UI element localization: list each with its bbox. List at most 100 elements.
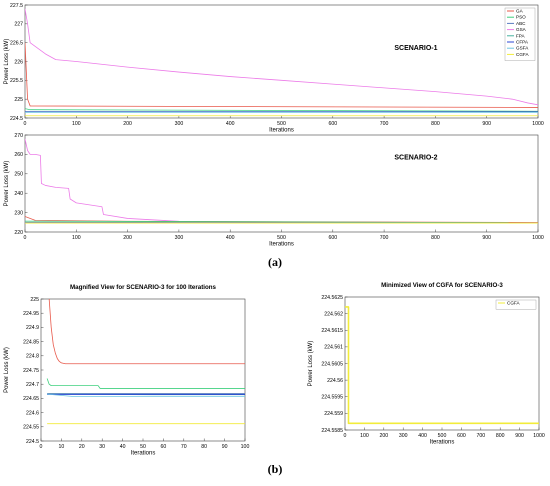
s3-ytick-label: 224.65 xyxy=(23,396,39,402)
s4-xtick-label: 800 xyxy=(496,433,505,439)
s1-legend-entry-pso: PSO xyxy=(516,15,526,20)
s1-ytick-label: 227.5 xyxy=(10,3,23,9)
s1-ytick-label: 226.5 xyxy=(10,40,23,46)
s4-series-cgfa-line xyxy=(345,306,539,425)
s1-legend-entry-abc: ABC xyxy=(516,21,526,26)
s1-xtick-label: 800 xyxy=(431,121,440,127)
s3-ytick-label: 225 xyxy=(30,297,39,303)
s1-series-ga-line xyxy=(25,42,538,108)
s4-ytick-label: 224.56 xyxy=(327,378,343,384)
s2-xtick-label: 400 xyxy=(226,235,235,241)
s4-ytick-label: 224.561 xyxy=(324,345,343,351)
s3-xtick-label: 10 xyxy=(59,444,65,450)
s2-xtick-label: 300 xyxy=(175,235,184,241)
s3-ytick-label: 224.8 xyxy=(26,354,39,360)
s1-ytick-label: 226 xyxy=(14,59,23,65)
s4-xtick-label: 300 xyxy=(399,433,408,439)
s3-xtick-label: 80 xyxy=(201,444,207,450)
s2-xtick-label: 0 xyxy=(24,235,27,241)
s4-xtick-label: 700 xyxy=(476,433,485,439)
s1-legend-entry-gsfa: GSFA xyxy=(516,46,529,51)
s3-ytick-label: 224.5 xyxy=(26,439,39,445)
s1-series-pso-line xyxy=(25,108,538,112)
s3-ytick-label: 224.7 xyxy=(26,382,39,388)
s3-series-gsfa-line xyxy=(47,393,245,397)
s1-xtick-label: 300 xyxy=(175,121,184,127)
s1-xtick-label: 500 xyxy=(277,121,286,127)
s3-series-group xyxy=(46,299,245,425)
s2-y-axis-label: Power Loss (kW) xyxy=(4,161,10,207)
s4-xtick-label: 200 xyxy=(379,433,388,439)
s3-chart-title: Magnified View for SCENARIO-3 for 100 It… xyxy=(70,284,217,291)
s3-xtick-label: 90 xyxy=(222,444,228,450)
s1-xtick-label: 900 xyxy=(482,121,491,127)
s1-xtick-label: 100 xyxy=(72,121,81,127)
s4-xtick-label: 0 xyxy=(344,433,347,439)
s3-xtick-label: 70 xyxy=(181,444,187,450)
s2-plot-area xyxy=(24,134,539,233)
s2-ytick-label: 220 xyxy=(14,230,23,236)
s3-ytick-label: 224.9 xyxy=(26,325,39,331)
s1-legend-entry-gsa: GSA xyxy=(516,27,527,32)
s3-ytick-label: 224.85 xyxy=(23,339,39,345)
s1-xtick-label: 600 xyxy=(328,121,337,127)
s3-ytick-label: 224.6 xyxy=(26,410,39,416)
s4-xtick-label: 500 xyxy=(438,433,447,439)
s4-ytick-label: 224.5585 xyxy=(321,428,343,434)
s3-xtick-label: 0 xyxy=(40,444,43,450)
s2-ytick-label: 240 xyxy=(14,191,23,197)
s3-xtick-label: 60 xyxy=(161,444,167,450)
s4-y-axis-label: Power Loss (kW) xyxy=(308,341,314,387)
s3-y-axis-label: Power Loss (kW) xyxy=(4,347,10,393)
s2-xtick-label: 900 xyxy=(482,235,491,241)
s3-series-ga-line xyxy=(48,299,245,365)
s4-xtick-label: 1000 xyxy=(533,433,545,439)
s4-ytick-label: 224.5595 xyxy=(321,395,343,401)
s2-xtick-label: 200 xyxy=(123,235,132,241)
s4-ytick-label: 224.5625 xyxy=(321,295,343,301)
s2-chart-title: SCENARIO-2 xyxy=(394,154,437,161)
s3-plot-area xyxy=(40,298,246,442)
s3-xtick-label: 40 xyxy=(120,444,126,450)
caption-a: (a) xyxy=(268,255,282,269)
s3-ytick-label: 224.55 xyxy=(23,425,39,431)
caption-b: (b) xyxy=(267,462,283,476)
s2-ytick-label: 260 xyxy=(14,152,23,158)
s1-legend-entry-ga: GA xyxy=(516,9,524,14)
s2-xtick-label: 100 xyxy=(72,235,81,241)
s4-xtick-label: 900 xyxy=(515,433,524,439)
s2-x-axis-label: Iterations xyxy=(269,242,294,248)
s2-xtick-label: 600 xyxy=(328,235,337,241)
s1-plot-area xyxy=(24,4,539,119)
s4-xtick-label: 100 xyxy=(360,433,369,439)
s4-legend-box xyxy=(495,299,537,310)
s3-xtick-label: 30 xyxy=(99,444,105,450)
s2-ytick-label: 230 xyxy=(14,210,23,216)
s4-ytick-label: 224.5605 xyxy=(321,361,343,367)
s4-xtick-label: 400 xyxy=(418,433,427,439)
s3-series-pso-line xyxy=(46,378,245,389)
s1-y-axis-label: Power Loss (kW) xyxy=(4,39,10,85)
s1-x-axis-label: Iterations xyxy=(269,128,294,134)
s1-legend-entry-fpa: FPA xyxy=(516,33,526,38)
s2-ytick-label: 270 xyxy=(14,133,23,139)
s3-xtick-label: 100 xyxy=(241,444,250,450)
s1-legend-entry-cfpa: CFPA xyxy=(516,40,529,45)
s3-ytick-label: 224.75 xyxy=(23,368,39,374)
s1-legend-entry-cgfa: CGFA xyxy=(516,52,529,57)
s4-ytick-label: 224.559 xyxy=(324,411,343,417)
s4-xtick-label: 600 xyxy=(457,433,466,439)
s2-series-gsa-line xyxy=(25,138,538,224)
s1-xtick-label: 0 xyxy=(24,121,27,127)
s1-series-gsa-line xyxy=(25,8,538,106)
s4-plot-area xyxy=(344,296,540,431)
s4-ytick-label: 224.562 xyxy=(324,311,343,317)
s1-xtick-label: 700 xyxy=(380,121,389,127)
s4-legend-entry-cgfa: CGFA xyxy=(507,301,520,306)
s1-ytick-label: 225 xyxy=(14,97,23,103)
s4-x-axis-label: Iterations xyxy=(430,440,455,446)
s2-xtick-label: 700 xyxy=(380,235,389,241)
s4-chart-title: Minimized View of CGFA for SCENARIO-3 xyxy=(381,282,503,289)
